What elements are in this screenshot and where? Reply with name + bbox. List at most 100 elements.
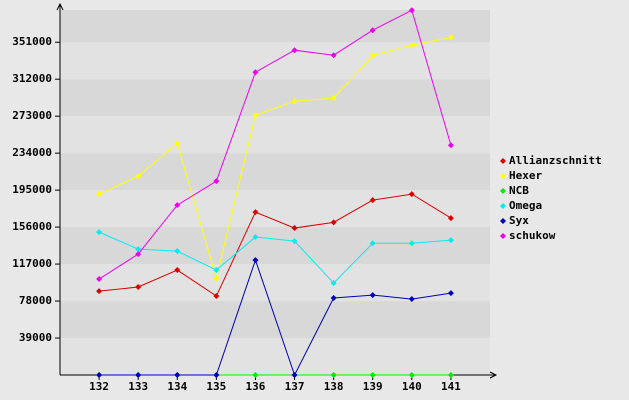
point bbox=[369, 27, 376, 34]
legend-marker bbox=[500, 173, 506, 179]
grid-band bbox=[60, 301, 490, 339]
series-line bbox=[99, 258, 451, 377]
point bbox=[330, 95, 337, 102]
point bbox=[96, 229, 103, 236]
x-tick-label: 137 bbox=[285, 380, 305, 393]
point bbox=[369, 197, 376, 204]
legend-label: Allianzschnitt bbox=[509, 154, 602, 167]
point bbox=[291, 238, 298, 245]
x-tick-label: 138 bbox=[324, 380, 344, 393]
y-axis-arrow bbox=[56, 2, 64, 11]
legend-marker bbox=[500, 218, 506, 224]
point bbox=[447, 34, 454, 41]
point bbox=[135, 173, 142, 180]
legend-marker bbox=[500, 158, 506, 164]
point bbox=[135, 284, 142, 291]
point bbox=[447, 142, 454, 149]
x-axis-arrow bbox=[489, 371, 498, 379]
legend-marker bbox=[500, 233, 506, 239]
point bbox=[408, 372, 415, 378]
point bbox=[447, 237, 454, 244]
point bbox=[330, 219, 337, 226]
x-tick-label: 133 bbox=[128, 380, 148, 393]
point bbox=[330, 295, 337, 302]
point bbox=[369, 292, 376, 299]
point bbox=[174, 202, 181, 209]
grid-band bbox=[60, 264, 490, 302]
y-tick-label: 195000 bbox=[12, 183, 52, 196]
series-line bbox=[98, 9, 452, 280]
y-tick-label: 234000 bbox=[12, 146, 52, 159]
point bbox=[252, 257, 259, 264]
point bbox=[252, 234, 259, 241]
x-tick-label: 140 bbox=[402, 380, 422, 393]
grid-band bbox=[60, 190, 490, 228]
point bbox=[252, 69, 259, 76]
x-tick-label: 134 bbox=[167, 380, 187, 393]
point bbox=[447, 290, 454, 297]
point bbox=[291, 98, 298, 105]
point bbox=[213, 372, 220, 378]
point bbox=[252, 112, 259, 119]
grid-band bbox=[60, 116, 490, 154]
point bbox=[174, 140, 181, 147]
plot-bands bbox=[60, 10, 490, 375]
grid-band bbox=[60, 227, 490, 265]
point bbox=[213, 267, 220, 274]
point bbox=[213, 178, 220, 185]
point bbox=[291, 225, 298, 232]
point bbox=[174, 267, 181, 274]
series-line bbox=[99, 193, 452, 297]
y-tick-label: 312000 bbox=[12, 72, 52, 85]
point bbox=[408, 42, 415, 49]
x-tick-label: 132 bbox=[89, 380, 109, 393]
point bbox=[252, 209, 259, 216]
point bbox=[369, 240, 376, 247]
grid-band bbox=[60, 79, 490, 117]
point bbox=[369, 372, 376, 378]
x-tick-label: 135 bbox=[206, 380, 226, 393]
point bbox=[135, 251, 142, 258]
legend-marker bbox=[500, 188, 506, 194]
point bbox=[408, 296, 415, 303]
y-tick-label: 78000 bbox=[19, 294, 52, 307]
point bbox=[447, 215, 454, 222]
y-tick-label: 117000 bbox=[12, 257, 52, 270]
point bbox=[252, 372, 259, 378]
point bbox=[213, 293, 220, 300]
series-line bbox=[98, 37, 452, 281]
point bbox=[96, 288, 103, 295]
legend-label: Omega bbox=[509, 199, 542, 212]
point bbox=[447, 372, 454, 378]
point bbox=[330, 372, 337, 378]
x-tick-label: 139 bbox=[363, 380, 383, 393]
point bbox=[96, 276, 103, 283]
point bbox=[408, 191, 415, 198]
grid-band bbox=[60, 10, 490, 43]
y-tick-label: 39000 bbox=[19, 331, 52, 344]
point bbox=[213, 275, 220, 282]
point bbox=[174, 248, 181, 255]
y-tick-label: 351000 bbox=[12, 35, 52, 48]
point bbox=[330, 280, 337, 287]
point bbox=[330, 52, 337, 59]
series-line bbox=[98, 231, 451, 284]
legend-marker bbox=[500, 203, 506, 209]
y-tick-label: 273000 bbox=[12, 109, 52, 122]
point bbox=[408, 7, 415, 14]
x-tick-label: 136 bbox=[246, 380, 266, 393]
y-tick-label: 156000 bbox=[12, 220, 52, 233]
legend-label: Hexer bbox=[509, 169, 542, 182]
point bbox=[174, 372, 181, 378]
point bbox=[291, 47, 298, 54]
x-tick-label: 141 bbox=[441, 380, 461, 393]
legend-label: NCB bbox=[509, 184, 529, 197]
legend-label: Syx bbox=[509, 214, 529, 227]
point bbox=[135, 246, 142, 253]
point bbox=[291, 372, 298, 378]
point bbox=[369, 52, 376, 59]
point bbox=[408, 240, 415, 247]
point bbox=[135, 372, 142, 378]
grid-band bbox=[60, 153, 490, 191]
